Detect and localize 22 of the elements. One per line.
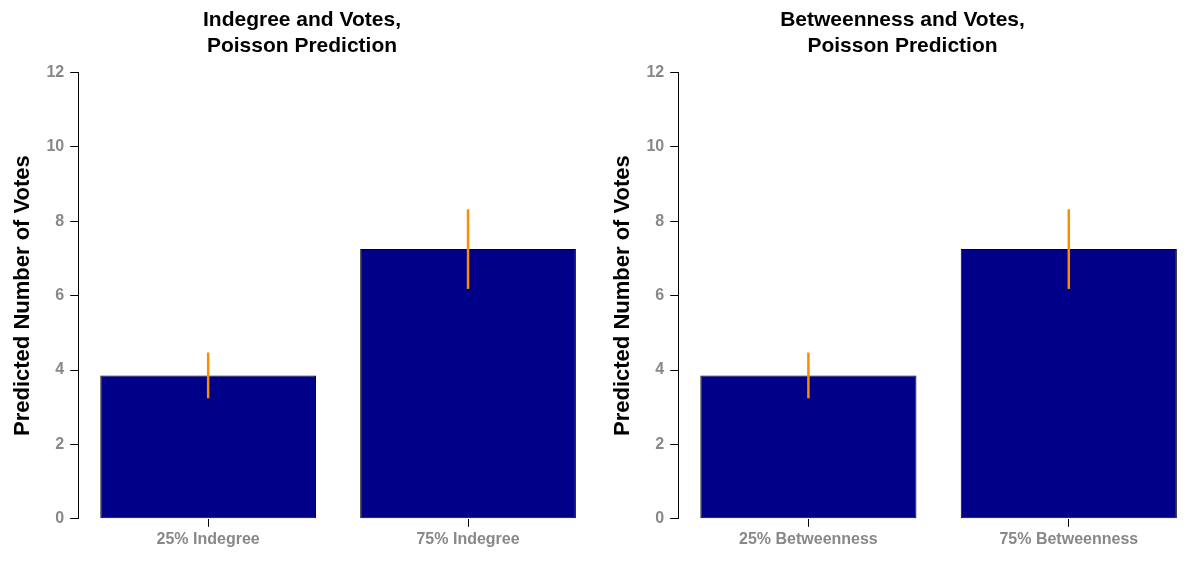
y-tick-label: 0 — [655, 509, 665, 527]
y-tick-label: 4 — [655, 360, 665, 378]
chart-title: Indegree and Votes, Poisson Prediction — [203, 7, 401, 56]
y-tick-label: 10 — [646, 137, 665, 155]
x-tick-label: 25% Indegree — [156, 529, 260, 547]
y-tick-label: 0 — [55, 509, 65, 527]
y-tick-label: 8 — [655, 211, 665, 229]
y-tick-label: 10 — [46, 137, 65, 155]
y-tick-label: 8 — [55, 211, 65, 229]
y-tick-label: 12 — [46, 62, 65, 80]
y-axis-title: Predicted Number of Votes — [609, 155, 635, 436]
y-tick-label: 6 — [655, 286, 665, 304]
y-tick-label: 6 — [55, 286, 65, 304]
x-tick-label: 75% Indegree — [416, 529, 520, 547]
y-tick-label: 2 — [655, 434, 665, 452]
y-axis-title: Predicted Number of Votes — [9, 155, 35, 436]
x-tick-label: 75% Betweenness — [999, 529, 1139, 547]
x-tick-label: 25% Betweenness — [739, 529, 878, 547]
y-tick-label: 12 — [646, 62, 665, 80]
y-tick-label: 4 — [55, 360, 65, 378]
y-tick-label: 2 — [55, 434, 65, 452]
chart-title: Betweenness and Votes, Poisson Prediction — [780, 7, 1025, 56]
